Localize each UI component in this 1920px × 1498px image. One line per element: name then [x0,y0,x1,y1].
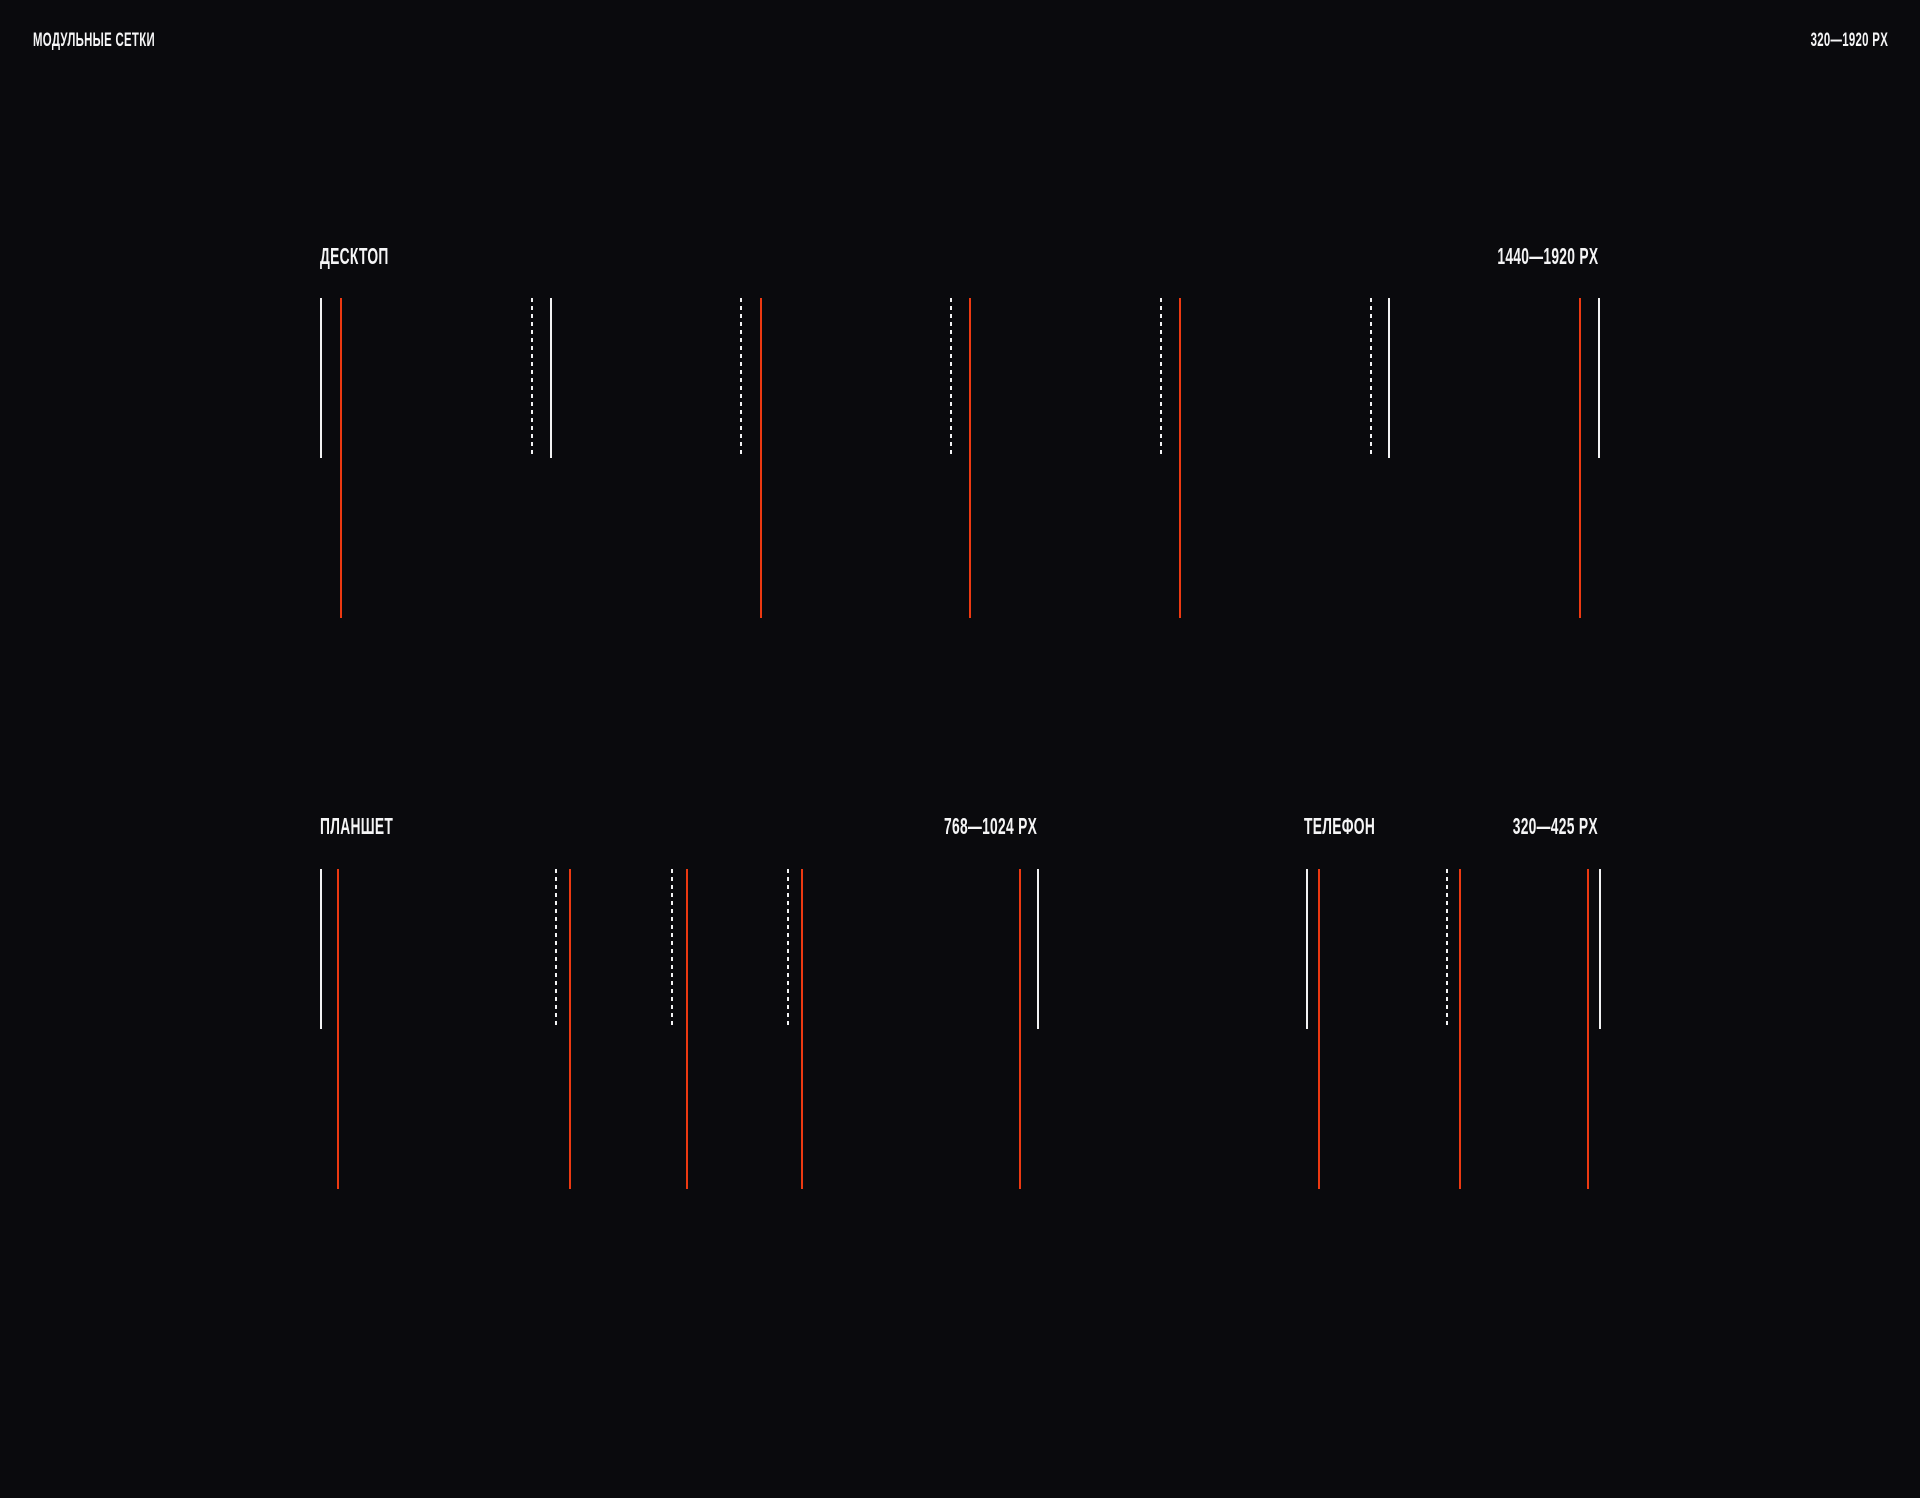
grid-line-accent [1459,869,1461,1189]
page-breakpoint-range: 320—1920 PX [1810,30,1888,51]
grid-line-accent [569,869,571,1189]
section-tablet-label: ПЛАНШЕТ [320,813,394,839]
grid-line-accent [760,298,762,618]
grid-line-dashed [555,869,557,1029]
grid-line-solid [550,298,552,458]
grid-line-dashed [787,869,789,1029]
section-tablet-range: 768—1024 PX [943,813,1037,839]
grid-line-accent [686,869,688,1189]
grid-line-dashed [1160,298,1162,458]
grid-line-dashed [1446,869,1448,1029]
grid-line-solid [1599,869,1601,1029]
grid-line-dashed [740,298,742,458]
section-desktop-label: ДЕСКТОП [320,243,389,269]
section-phone-range: 320—425 PX [1512,813,1598,839]
grid-line-accent [1587,869,1589,1189]
grid-line-dashed [671,869,673,1029]
grid-line-solid [1388,298,1390,458]
grid-line-accent [1318,869,1320,1189]
grid-line-accent [969,298,971,618]
section-desktop-range: 1440—1920 PX [1496,243,1598,269]
grid-line-accent [1179,298,1181,618]
page-title: МОДУЛЬНЫЕ СЕТКИ [33,30,155,51]
grid-line-solid [1037,869,1039,1029]
grid-line-dashed [1370,298,1372,458]
grid-line-solid [320,869,322,1029]
grid-line-dashed [531,298,533,458]
section-phone-label: ТЕЛЕФОН [1304,813,1376,839]
grid-line-dashed [950,298,952,458]
grid-line-accent [337,869,339,1189]
grid-line-solid [1598,298,1600,458]
grid-line-solid [320,298,322,458]
grid-line-accent [1579,298,1581,618]
grid-line-accent [1019,869,1021,1189]
grid-line-solid [1306,869,1308,1029]
grid-line-accent [801,869,803,1189]
grid-line-accent [340,298,342,618]
